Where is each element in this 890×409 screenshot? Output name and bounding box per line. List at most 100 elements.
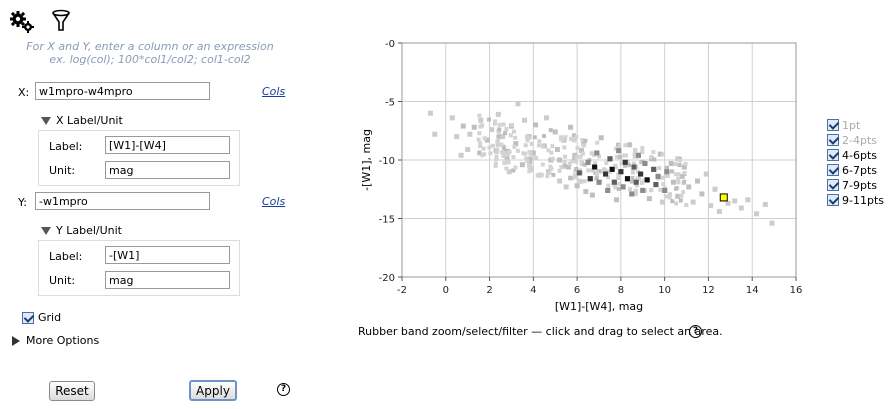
x-label-unit-toggle[interactable]: X Label/Unit [41, 114, 123, 127]
legend-item[interactable]: 9-11pts [827, 193, 884, 207]
density-bin [623, 153, 628, 158]
density-bin [549, 166, 554, 171]
y-cols-link[interactable]: Cols [262, 195, 286, 208]
collapse-triangle-icon [41, 226, 51, 235]
density-bin-dark [629, 191, 635, 197]
density-bin [497, 127, 502, 132]
density-bin [633, 188, 638, 193]
density-bin [534, 155, 539, 160]
density-bin [668, 161, 674, 167]
density-bin [577, 178, 582, 183]
help-icon[interactable]: ? [277, 383, 290, 396]
legend-checkbox[interactable] [827, 179, 839, 191]
x-expression-input[interactable] [35, 82, 210, 100]
y-unit-input[interactable] [105, 271, 230, 289]
density-bin [562, 160, 567, 165]
apply-button[interactable]: Apply [189, 380, 237, 401]
grid-checkbox[interactable]: Grid [22, 311, 61, 324]
density-bin [493, 119, 498, 124]
density-bin [509, 123, 514, 128]
x-label-unit-title: X Label/Unit [56, 114, 123, 127]
density-bin [479, 123, 484, 128]
density-bin [677, 163, 682, 168]
legend-item[interactable]: 4-6pts [827, 148, 877, 162]
density-bin [568, 176, 573, 181]
grid-checkbox-box[interactable] [22, 311, 34, 324]
density-bin [529, 141, 534, 146]
density-bin [607, 169, 612, 174]
density-bin [495, 147, 500, 152]
collapse-triangle-icon [41, 116, 51, 125]
density-bin [477, 150, 482, 155]
x-tick-label: 0 [443, 285, 449, 296]
legend-item[interactable]: 7-9pts [827, 178, 877, 192]
density-bin [465, 146, 471, 152]
density-bin [627, 163, 632, 168]
density-bin [492, 121, 497, 126]
legend-checkbox[interactable] [827, 134, 839, 146]
density-bin [738, 205, 744, 211]
density-bin [511, 155, 516, 160]
y-tick-label: -5 [385, 98, 395, 109]
density-bin [599, 169, 604, 174]
density-bin [657, 151, 663, 157]
density-bin [568, 136, 573, 141]
density-bin-dark [651, 166, 657, 172]
density-bin [494, 154, 499, 159]
density-bin [507, 150, 512, 155]
density-bin [649, 187, 654, 192]
density-bin [478, 117, 484, 123]
density-bin [590, 168, 595, 173]
density-bin [581, 143, 586, 148]
density-bin-dark [618, 169, 624, 175]
gears-icon[interactable] [9, 9, 35, 35]
density-bin [663, 194, 668, 199]
density-bin [681, 164, 687, 170]
legend-checkbox[interactable] [827, 119, 839, 131]
density-bin [580, 151, 585, 156]
density-bin [523, 143, 528, 148]
density-bin-dark [640, 187, 646, 193]
reset-button[interactable]: Reset [49, 381, 95, 401]
density-bin [489, 127, 495, 133]
x-cols-link[interactable]: Cols [262, 85, 286, 98]
density-bin [670, 199, 675, 204]
legend-checkbox[interactable] [827, 164, 839, 176]
density-bin [501, 154, 506, 159]
density-bin-dark [585, 159, 591, 165]
density-bin [574, 135, 579, 140]
legend-checkbox[interactable] [827, 149, 839, 161]
x-label-input[interactable] [105, 136, 230, 154]
funnel-icon[interactable] [48, 8, 74, 34]
x-unit-input[interactable] [105, 161, 230, 179]
density-bin [614, 197, 620, 203]
x-tick-label: 4 [530, 285, 536, 296]
y-expression-input[interactable] [35, 192, 210, 210]
scatter-density-chart[interactable]: -2 0 2 4 6 8 10 12 14 16-0-5-10-15-20[W1]-[W4], m… [350, 30, 820, 318]
density-bin [568, 124, 574, 130]
y-unit-field-label: Unit: [49, 274, 76, 287]
density-bin [484, 137, 490, 143]
legend-item[interactable]: 6-7pts [827, 163, 877, 177]
legend-label: 9-11pts [842, 193, 884, 207]
density-bin [482, 136, 487, 141]
more-options-toggle[interactable]: More Options [12, 334, 99, 347]
density-bin [537, 139, 542, 144]
density-bin-dark [620, 184, 626, 190]
legend-label: 1pt [842, 118, 861, 132]
density-bin [646, 196, 652, 202]
density-bin [686, 184, 692, 190]
legend-item[interactable]: 1pt [827, 118, 860, 132]
density-bin [501, 144, 506, 149]
selected-point[interactable] [719, 193, 728, 202]
legend-item[interactable]: 2-4pts [827, 133, 877, 147]
density-bin-dark [611, 179, 617, 185]
density-bin [487, 117, 492, 122]
legend-checkbox[interactable] [827, 194, 839, 206]
y-label-input[interactable] [105, 246, 230, 264]
density-bin [467, 131, 473, 137]
density-bin [665, 165, 670, 170]
density-bin [550, 144, 555, 149]
y-label-unit-toggle[interactable]: Y Label/Unit [41, 224, 122, 237]
chart-help-icon[interactable]: ? [689, 325, 702, 338]
